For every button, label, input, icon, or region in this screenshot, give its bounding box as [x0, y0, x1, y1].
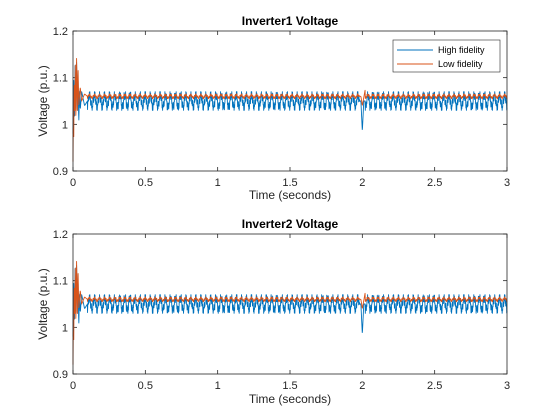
- axis-ticks: 0 0.5 1 1.5 2 2.5 3 0.9 1 1.1 1.2: [53, 229, 510, 392]
- y-axis-label: Voltage (p.u.): [36, 65, 50, 136]
- y-tick-label: 1: [62, 119, 68, 131]
- y-axis-label: Voltage (p.u.): [36, 268, 50, 339]
- legend-label-low-fidelity: Low fidelity: [438, 59, 483, 69]
- plot-area-border: [72, 30, 508, 172]
- y-tick-label: 0.9: [53, 166, 68, 178]
- y-tick-label: 1.2: [53, 26, 68, 38]
- x-tick-label: 3: [504, 380, 510, 392]
- y-tick-label: 1: [62, 322, 68, 334]
- x-axis-label: Time (seconds): [249, 392, 331, 406]
- plot-data: [72, 58, 508, 162]
- legend-label-high-fidelity: High fidelity: [438, 45, 485, 55]
- series-line-series-1: [72, 261, 508, 365]
- y-tick-label: 0.9: [53, 369, 68, 381]
- y-tick-label: 1.2: [53, 229, 68, 241]
- x-tick-label: 2.5: [427, 177, 442, 189]
- y-tick-label: 1.1: [53, 73, 68, 85]
- plot-area-border: [72, 233, 508, 375]
- x-axis-label: Time (seconds): [249, 188, 331, 202]
- series-line-low-fidelity: [72, 58, 508, 162]
- legend-box: [392, 39, 501, 73]
- x-tick-label: 2: [359, 380, 365, 392]
- x-tick-label: 0: [70, 177, 76, 189]
- x-tick-label: 0.5: [138, 177, 153, 189]
- x-tick-label: 1.5: [282, 380, 297, 392]
- subplot-inverter1: Inverter1 Voltage Time (seconds) Voltage…: [36, 14, 510, 202]
- series-line-high-fidelity: [72, 61, 508, 134]
- legend: High fidelity Low fidelity: [392, 39, 501, 73]
- x-tick-label: 0: [70, 380, 76, 392]
- x-tick-label: 2.5: [427, 380, 442, 392]
- x-tick-label: 1.5: [282, 177, 297, 189]
- x-tick-label: 0.5: [138, 380, 153, 392]
- chart-title: Inverter2 Voltage: [242, 217, 339, 231]
- axis-ticks: 0 0.5 1 1.5 2 2.5 3 0.9 1 1.1 1.2: [53, 26, 510, 189]
- plot-data: [72, 261, 508, 365]
- x-tick-label: 2: [359, 177, 365, 189]
- x-tick-label: 1: [215, 177, 221, 189]
- chart-title: Inverter1 Voltage: [242, 14, 339, 28]
- subplot-inverter2: Inverter2 Voltage Time (seconds) Voltage…: [36, 217, 510, 406]
- y-tick-label: 1.1: [53, 276, 68, 288]
- x-tick-label: 1: [215, 380, 221, 392]
- x-tick-label: 3: [504, 177, 510, 189]
- series-line-series-0: [72, 264, 508, 337]
